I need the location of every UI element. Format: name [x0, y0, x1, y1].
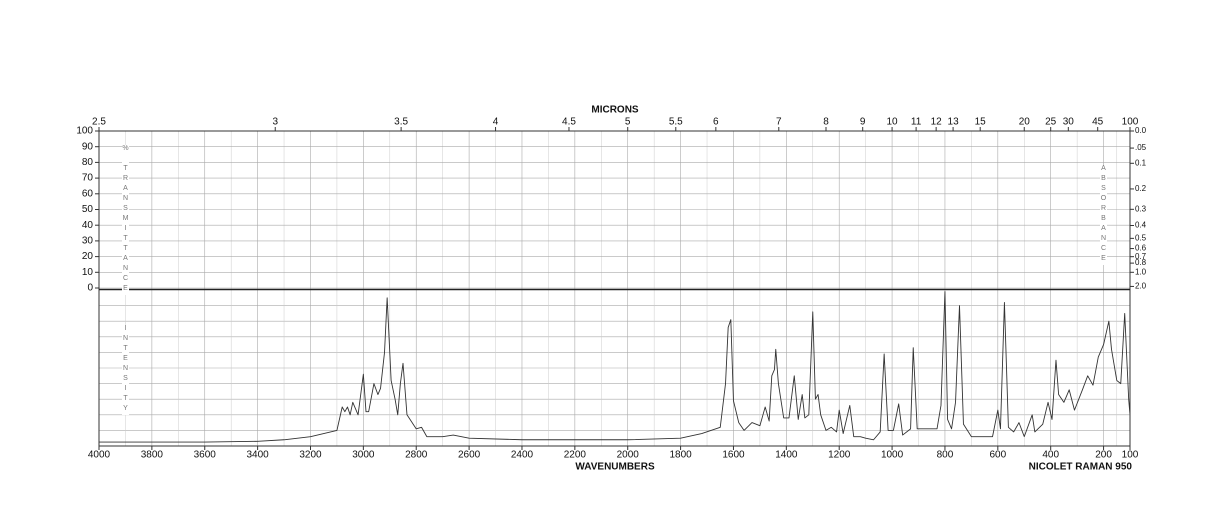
x-tick-label: 2400 [511, 450, 534, 461]
x-tick-label: 3400 [246, 450, 269, 461]
top-tick-label: 30 [1063, 117, 1075, 128]
y-tick-label: 40 [82, 220, 94, 231]
top-tick-label: 20 [1019, 117, 1031, 128]
plot-frame [98, 130, 1131, 447]
x-axis-title: WAVENUMBERS [575, 462, 655, 473]
top-tick-label: 5.5 [669, 117, 683, 128]
x-tick-label: 100 [1122, 450, 1139, 461]
y-tick-label: 0 [87, 283, 93, 294]
y2-tick-label: 0.6 [1135, 244, 1147, 253]
top-tick-label: 4.5 [562, 117, 576, 128]
y2-tick-label: 0.4 [1135, 221, 1147, 230]
top-tick-label: 25 [1045, 117, 1057, 128]
y2-axis-title: ABSORBANCE [1100, 165, 1107, 265]
spectrum-line [99, 291, 1131, 443]
x-tick-label: 1200 [828, 450, 851, 461]
x-tick-label: 3200 [299, 450, 322, 461]
top-tick-label: 10 [887, 117, 899, 128]
y2-tick-label: 0.7 [1135, 252, 1147, 261]
top-tick-label: 3.5 [394, 117, 408, 128]
top-tick-label: 45 [1092, 117, 1104, 128]
x-tick-label: 800 [937, 450, 954, 461]
x-tick-label: 3000 [352, 450, 375, 461]
top-tick-label: 13 [948, 117, 960, 128]
y2-tick-label: 0.2 [1135, 184, 1147, 193]
top-tick-label: 6 [713, 117, 719, 128]
top-tick-label: 5 [625, 117, 631, 128]
y-tick-label: 30 [82, 236, 94, 247]
x-tick-label: 1600 [722, 450, 745, 461]
top-tick-label: 3 [272, 117, 278, 128]
top-tick-label: 2.5 [92, 117, 106, 128]
x-tick-label: 200 [1095, 450, 1112, 461]
top-tick-label: 12 [931, 117, 943, 128]
top-tick-label: 11 [911, 117, 922, 128]
intensity-title: INTENSITY [122, 325, 129, 415]
top-axis-title: MICRONS [591, 105, 639, 116]
x-tick-label: 2000 [617, 450, 640, 461]
top-tick-label: 8 [823, 117, 829, 128]
top-tick-label: 15 [975, 117, 987, 128]
y-tick-label: 10 [82, 267, 94, 278]
y2-tick-label: 0.5 [1135, 233, 1147, 242]
x-tick-label: 600 [989, 450, 1006, 461]
top-tick-label: 9 [860, 117, 866, 128]
y2-tick-label: 0.8 [1135, 258, 1147, 267]
x-tick-label: 1000 [881, 450, 904, 461]
x-tick-label: 1800 [669, 450, 692, 461]
y2-tick-label: 0.0 [1135, 126, 1147, 135]
top-tick-label: 7 [776, 117, 782, 128]
y-axis-title: % TRANSMITTANCE [122, 145, 129, 295]
x-tick-label: 400 [1042, 450, 1059, 461]
y2-tick-label: 2.0 [1135, 282, 1147, 291]
top-tick-label: 100 [1122, 117, 1139, 128]
y-tick-label: 20 [82, 251, 94, 262]
y-tick-label: 90 [82, 141, 94, 152]
top-tick-label: 4 [493, 117, 499, 128]
x-tick-label: 2200 [564, 450, 587, 461]
y-tick-label: 80 [82, 157, 94, 168]
x-tick-label: 4000 [88, 450, 111, 461]
y-tick-label: 70 [82, 173, 94, 184]
x-tick-label: 2800 [405, 450, 428, 461]
x-tick-label: 2600 [458, 450, 481, 461]
y2-tick-label: 0.1 [1135, 158, 1147, 167]
x-tick-label: 3600 [194, 450, 217, 461]
y2-tick-label: 1.0 [1135, 267, 1147, 276]
x-tick-label: 3800 [141, 450, 164, 461]
y2-tick-label: 0.3 [1135, 204, 1147, 213]
x-tick-label: 1400 [775, 450, 798, 461]
y-tick-label: 50 [82, 204, 94, 215]
y2-tick-label: .05 [1135, 143, 1147, 152]
y-tick-label: 100 [76, 126, 93, 137]
instrument-label: NICOLET RAMAN 950 [1029, 462, 1133, 473]
y-tick-label: 60 [82, 188, 94, 199]
